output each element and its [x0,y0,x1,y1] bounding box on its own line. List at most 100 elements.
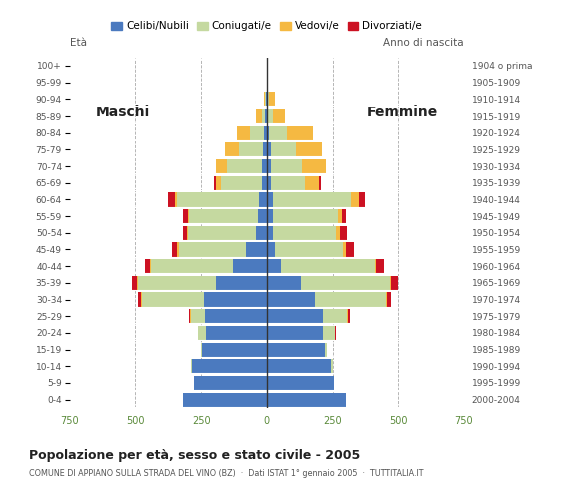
Bar [138,276,216,290]
Bar [204,292,267,307]
Bar [323,309,347,324]
Bar [267,343,325,357]
Bar [359,192,365,206]
Bar [221,176,262,190]
Bar [267,92,268,107]
Bar [273,209,338,223]
Text: Anno di nascita: Anno di nascita [383,37,464,48]
Bar [273,109,285,123]
Bar [168,192,175,206]
Bar [189,209,258,223]
Bar [342,209,346,223]
Bar [262,176,267,190]
Bar [267,209,273,223]
Text: Femmine: Femmine [367,105,438,120]
Bar [150,259,151,273]
Bar [227,159,262,173]
Bar [183,226,187,240]
Bar [262,109,266,123]
Bar [239,142,263,156]
Legend: Celibi/Nubili, Coniugati/e, Vedovi/e, Divorziati/e: Celibi/Nubili, Coniugati/e, Vedovi/e, Di… [107,17,426,36]
Bar [267,176,271,190]
Bar [376,259,384,273]
Bar [347,309,350,324]
Bar [340,226,347,240]
Bar [263,142,267,156]
Bar [258,209,267,223]
Bar [267,142,271,156]
Bar [265,92,266,107]
Bar [296,142,322,156]
Bar [273,226,336,240]
Bar [216,276,267,290]
Bar [268,92,270,107]
Bar [275,242,343,257]
Bar [188,309,190,324]
Bar [188,209,189,223]
Bar [224,142,239,156]
Bar [343,242,346,257]
Bar [320,176,321,190]
Bar [256,109,262,123]
Bar [250,126,264,140]
Bar [273,192,351,206]
Bar [256,226,267,240]
Bar [262,159,267,173]
Bar [331,359,332,373]
Bar [302,159,326,173]
Bar [177,242,179,257]
Bar [266,109,267,123]
Bar [267,259,281,273]
Bar [375,259,376,273]
Bar [233,259,267,273]
Bar [267,242,275,257]
Bar [205,309,267,324]
Bar [338,209,342,223]
Bar [267,359,331,373]
Bar [390,276,391,290]
Bar [142,292,204,307]
Text: Maschi: Maschi [96,105,150,120]
Bar [194,376,267,390]
Bar [287,126,313,140]
Bar [175,192,177,206]
Bar [268,109,273,123]
Bar [267,109,268,123]
Bar [346,242,354,257]
Bar [179,242,246,257]
Bar [391,276,398,290]
Bar [351,192,359,206]
Bar [216,176,221,190]
Bar [151,259,233,273]
Bar [198,326,206,340]
Bar [387,292,391,307]
Bar [267,159,271,173]
Bar [183,393,267,407]
Bar [267,376,334,390]
Bar [187,226,188,240]
Bar [132,276,137,290]
Bar [336,226,340,240]
Bar [323,326,335,340]
Bar [145,259,150,273]
Bar [237,126,250,140]
Bar [305,176,320,190]
Bar [267,126,270,140]
Bar [271,142,296,156]
Bar [271,159,302,173]
Bar [335,326,336,340]
Text: Popolazione per età, sesso e stato civile - 2005: Popolazione per età, sesso e stato civil… [29,449,360,462]
Bar [216,159,227,173]
Bar [177,192,259,206]
Bar [267,292,316,307]
Bar [267,226,273,240]
Bar [271,176,305,190]
Bar [267,309,323,324]
Text: Età: Età [70,37,86,48]
Bar [246,242,267,257]
Bar [270,92,275,107]
Bar [264,92,265,107]
Bar [316,292,386,307]
Bar [188,226,256,240]
Bar [202,343,267,357]
